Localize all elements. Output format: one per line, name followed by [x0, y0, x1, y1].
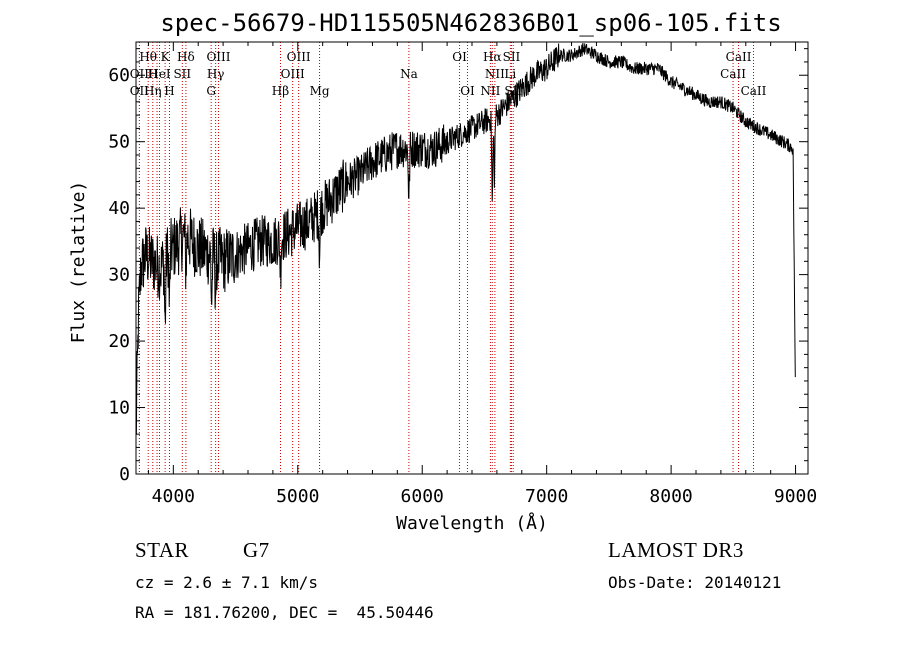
coordinates: RA = 181.76200, DEC = 45.50446 [135, 603, 434, 622]
line-label-4: OIII [287, 50, 311, 64]
line-label-6: Hα [483, 50, 502, 64]
line-label-5: OI [452, 50, 467, 64]
line-label-10: H [148, 67, 158, 81]
x-tick-label-0: 4000 [152, 486, 195, 507]
line-label-15: Na [400, 67, 418, 81]
x-tick-label-2: 6000 [401, 486, 444, 507]
line-label-23: Hβ [272, 84, 289, 98]
line-label-3: OIII [206, 50, 230, 64]
x-tick-label-1: 5000 [276, 486, 319, 507]
line-label-13: Hγ [207, 67, 225, 81]
line-label-20: Hη [144, 84, 162, 98]
line-label-8: CaII [726, 50, 752, 64]
y-axis-label: Flux (relative) [68, 181, 89, 344]
observation-date: Obs-Date: 20140121 [608, 573, 782, 592]
line-label-12: SII [173, 67, 191, 81]
line-label-19: OII [130, 84, 150, 98]
line-label-25: OI [460, 84, 475, 98]
line-label-24: Mg [310, 84, 330, 98]
y-tick-label-6: 60 [108, 65, 130, 86]
x-tick-label-4: 8000 [649, 486, 692, 507]
y-tick-label-3: 30 [108, 265, 130, 286]
line-label-14: OIII [281, 67, 305, 81]
line-label-17: Li [504, 67, 516, 81]
line-label-2: Hδ [177, 50, 195, 64]
line-label-7: SII [503, 50, 521, 64]
line-label-18: CaII [720, 67, 746, 81]
line-label-21: H [164, 84, 174, 98]
x-axis-label: Wavelength (Å) [396, 512, 548, 534]
y-tick-label-0: 0 [119, 464, 130, 485]
redshift-value: cz = 2.6 ± 7.1 km/s [135, 573, 319, 592]
x-tick-label-5: 9000 [774, 486, 817, 507]
line-label-0: Hθ [139, 50, 157, 64]
line-label-22: G [206, 84, 216, 98]
chart-title: spec-56679-HD115505N462836B01_sp06-105.f… [160, 9, 781, 37]
line-label-28: CaII [741, 84, 767, 98]
y-tick-label-2: 20 [108, 331, 130, 352]
y-axis: 0 10 20 30 40 50 60 [108, 48, 808, 485]
y-tick-label-4: 40 [108, 198, 130, 219]
line-label-16: NII [485, 67, 505, 81]
spectrum-line [135, 42, 796, 435]
object-type: STAR [135, 538, 189, 562]
line-label-11: HeI [148, 67, 171, 81]
line-label-1: K [161, 50, 171, 64]
x-tick-label-3: 7000 [525, 486, 568, 507]
spectral-subclass: G7 [243, 538, 270, 562]
line-label-9: OII [130, 67, 150, 81]
y-tick-label-5: 50 [108, 132, 130, 153]
x-axis: 4000 5000 6000 7000 8000 9000 [147, 42, 817, 507]
y-tick-label-1: 10 [108, 398, 130, 419]
line-label-26: NII [480, 84, 500, 98]
survey-name: LAMOST DR3 [608, 538, 744, 562]
